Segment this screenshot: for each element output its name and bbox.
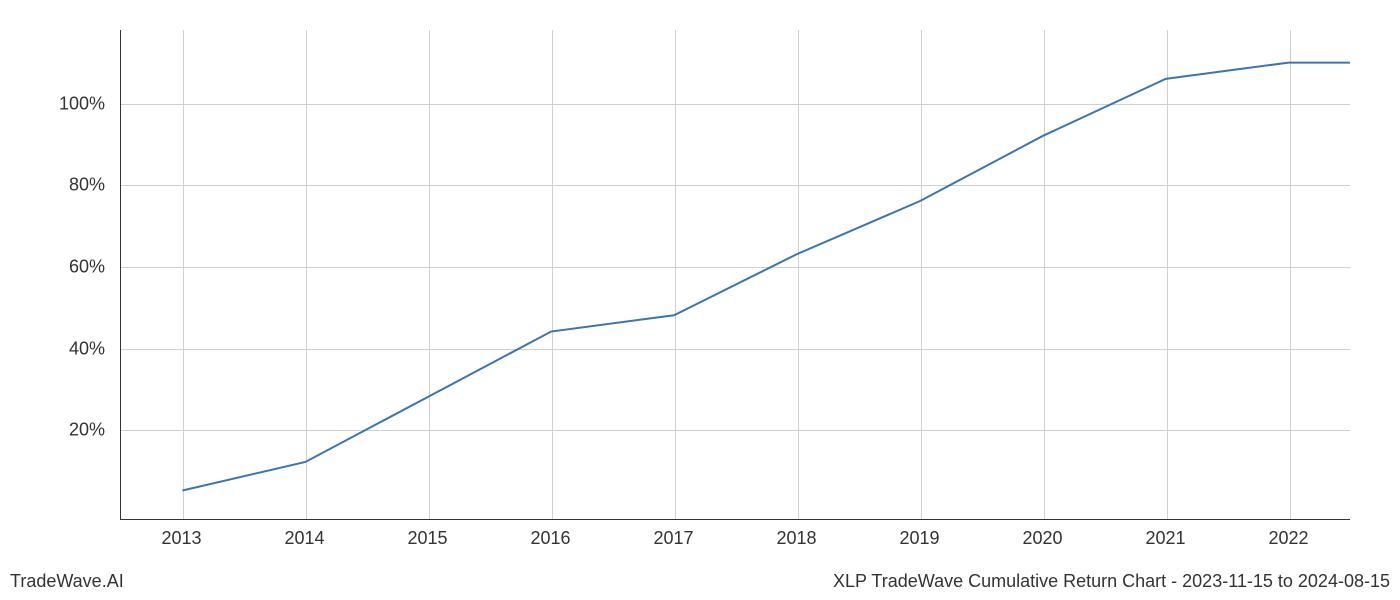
y-tick-label: 80%	[69, 175, 105, 196]
x-tick-label: 2017	[653, 528, 693, 549]
y-tick-label: 40%	[69, 338, 105, 359]
y-tick-label: 60%	[69, 256, 105, 277]
footer-caption: XLP TradeWave Cumulative Return Chart - …	[833, 571, 1390, 592]
y-tick-label: 20%	[69, 420, 105, 441]
x-tick-label: 2016	[530, 528, 570, 549]
line-chart-svg	[121, 30, 1350, 519]
return-line	[182, 63, 1350, 491]
plot-area	[120, 30, 1350, 520]
x-tick-label: 2015	[407, 528, 447, 549]
x-tick-label: 2014	[284, 528, 324, 549]
x-tick-label: 2019	[899, 528, 939, 549]
x-tick-label: 2022	[1268, 528, 1308, 549]
x-tick-label: 2021	[1145, 528, 1185, 549]
x-tick-label: 2018	[776, 528, 816, 549]
chart-container: 2013201420152016201720182019202020212022…	[120, 30, 1350, 520]
y-tick-label: 100%	[59, 93, 105, 114]
x-tick-label: 2020	[1022, 528, 1062, 549]
x-tick-label: 2013	[161, 528, 201, 549]
footer-brand: TradeWave.AI	[10, 571, 124, 592]
